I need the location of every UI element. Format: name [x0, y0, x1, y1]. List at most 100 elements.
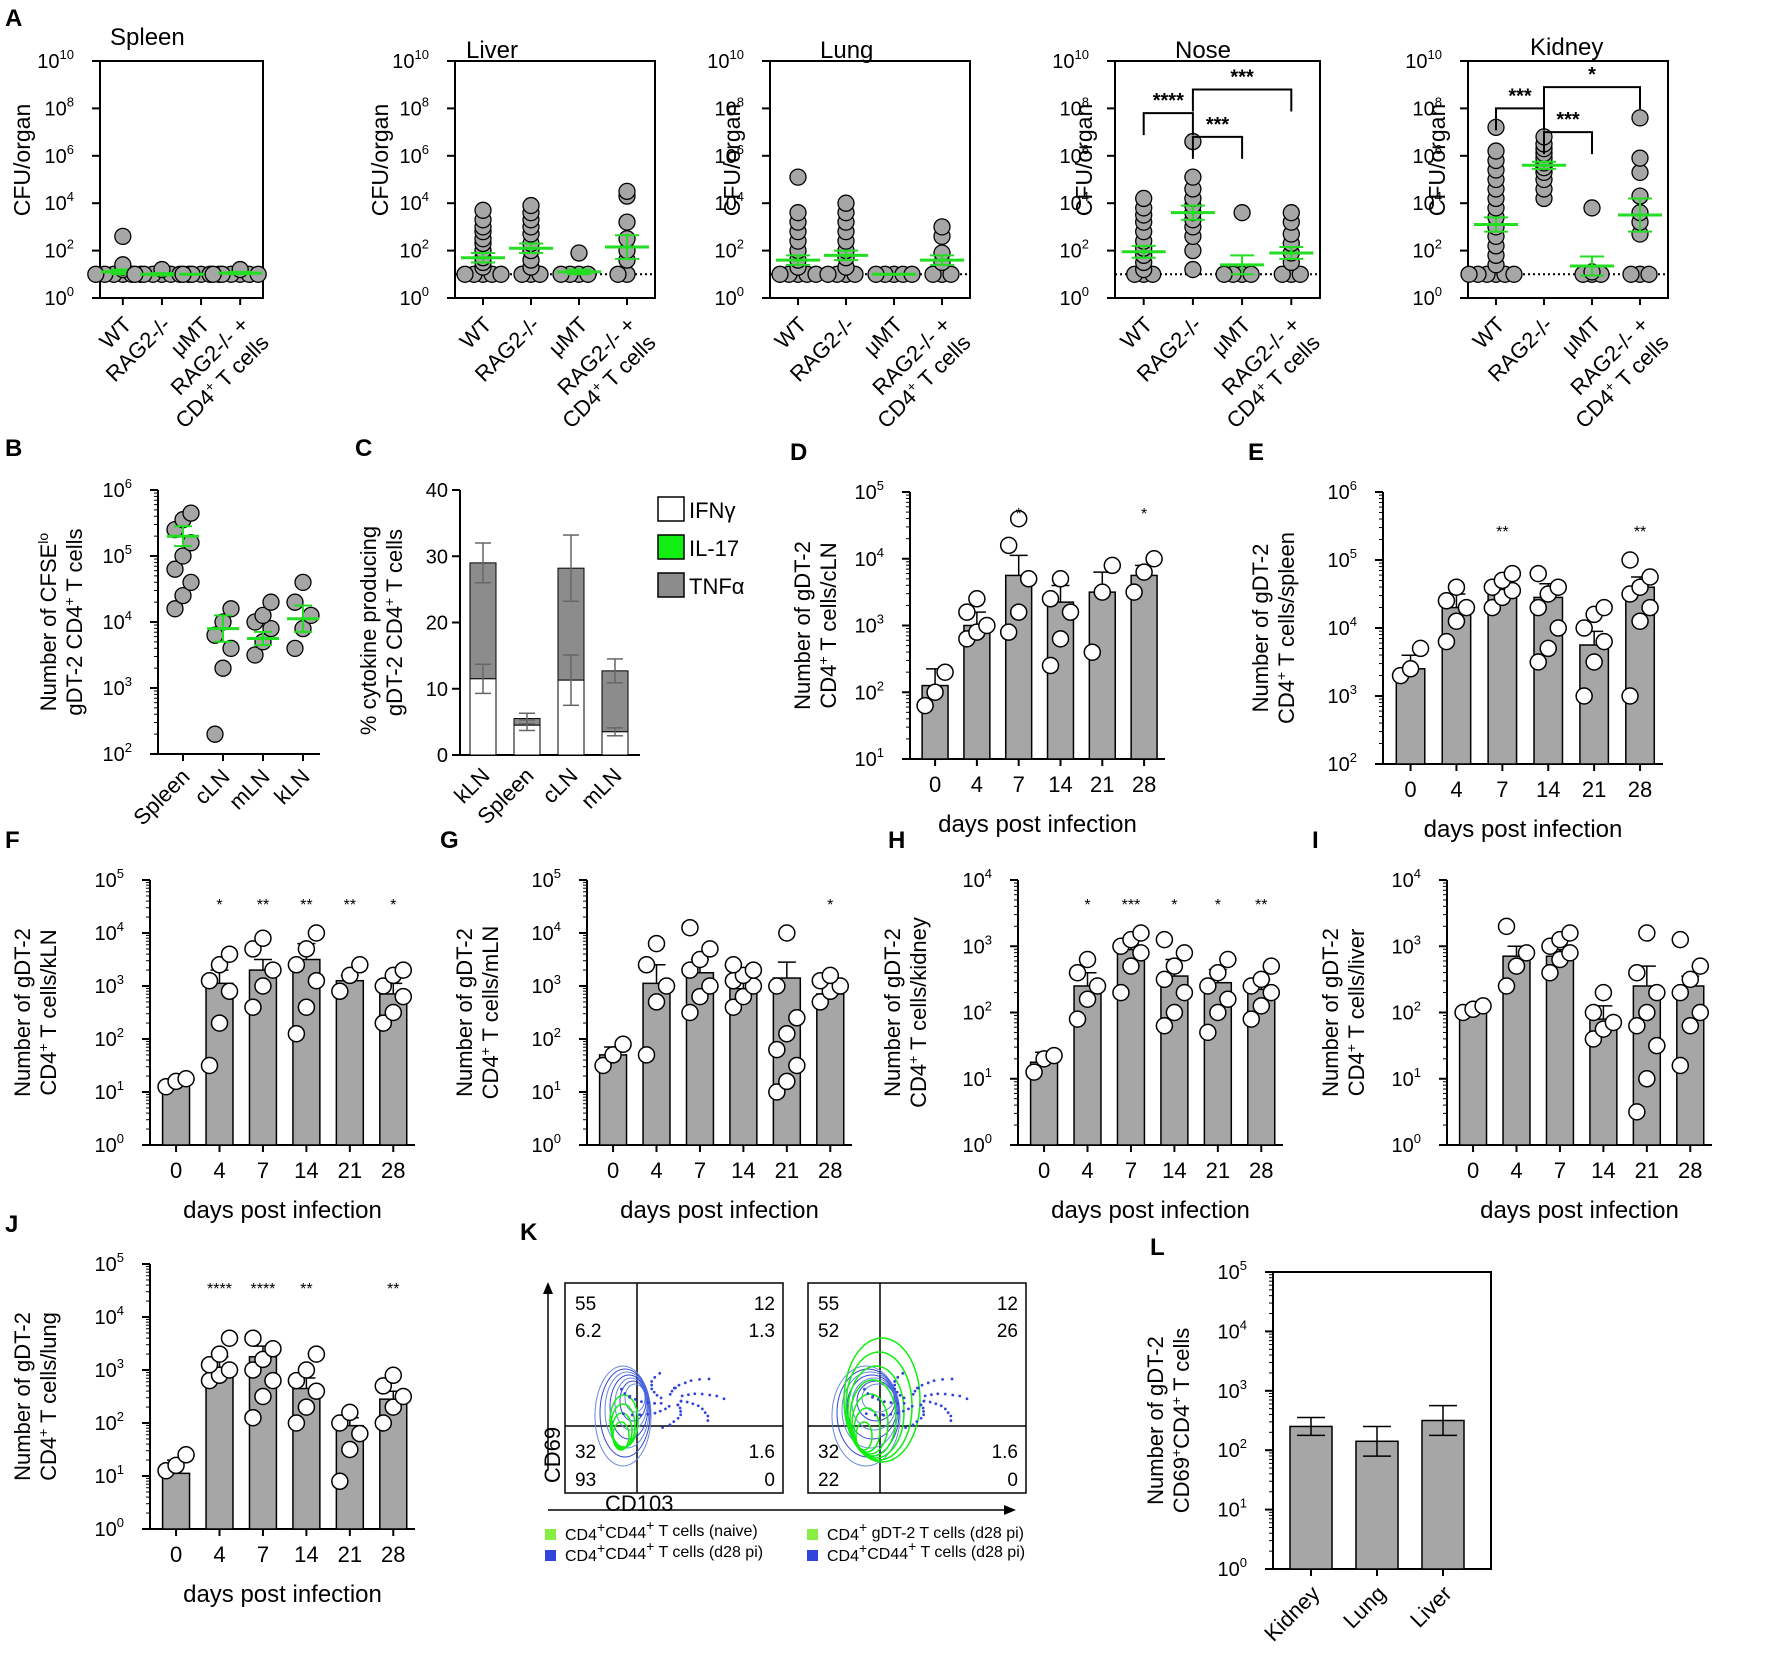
data-point	[1209, 1003, 1227, 1022]
event-dot	[893, 1387, 897, 1391]
data-point	[637, 1046, 656, 1064]
panel-g: 100 101 102 103 104 105 G Number of gDT-2 CD4+ T…	[440, 827, 852, 1224]
quadrant-value: 12	[997, 1294, 1018, 1315]
data-point	[384, 1398, 403, 1416]
data-point	[297, 1398, 316, 1416]
significance-stars: ****	[207, 1281, 232, 1298]
significance-stars: ****	[1153, 90, 1184, 112]
data-point	[1093, 583, 1112, 601]
event-dot	[672, 1420, 676, 1424]
event-dot	[685, 1400, 689, 1404]
y-tick-label: 102	[45, 237, 74, 263]
x-tick-label: 14	[294, 1158, 318, 1183]
event-dot	[951, 1393, 955, 1397]
y-tick-label: 106	[715, 142, 744, 168]
event-dot	[659, 1396, 663, 1400]
data-point	[307, 1382, 326, 1400]
data-point	[394, 961, 413, 979]
data-point	[789, 168, 807, 186]
data-point	[1621, 551, 1639, 569]
event-dot	[911, 1392, 915, 1396]
x-tick-label: 0	[170, 1542, 182, 1567]
legend-label: IL-17	[689, 536, 739, 561]
event-dot	[708, 1393, 712, 1397]
event-dot	[950, 1377, 954, 1381]
data-point	[1132, 944, 1150, 962]
data-point	[637, 956, 656, 974]
data-point	[1604, 1013, 1623, 1032]
event-dot	[689, 1379, 693, 1383]
legend-swatch	[807, 1550, 818, 1561]
quadrant-value: 32	[818, 1442, 839, 1463]
y-axis-label: CD4+ T cells/lung	[35, 1312, 61, 1481]
data-point	[220, 1361, 239, 1379]
data-point	[999, 623, 1018, 641]
legend-swatch	[545, 1550, 556, 1561]
event-dot	[650, 1387, 654, 1391]
event-dot	[661, 1426, 665, 1429]
data-point	[244, 1408, 262, 1427]
event-dot	[650, 1380, 654, 1383]
data-point	[182, 573, 200, 592]
panel-j: 100 101 102 103 104 105 J Number of gDT-2 CD4+ T…	[5, 1211, 415, 1608]
x-tick-label: kLN	[269, 764, 314, 809]
data-point	[1219, 950, 1237, 969]
bar	[205, 1366, 234, 1530]
data-point	[1165, 957, 1184, 975]
y-tick-label: 100	[963, 1131, 992, 1157]
event-dot	[866, 1392, 870, 1395]
y-tick-label: 104	[963, 866, 992, 892]
significance-bracket	[1142, 112, 1194, 136]
y-axis-label: Number of gDT-2	[1143, 1336, 1168, 1505]
data-point	[166, 560, 184, 578]
data-point	[1437, 592, 1456, 610]
y-tick-label: 20	[426, 613, 448, 635]
flow-plot-frame	[564, 1282, 784, 1494]
significance-stars: *	[1141, 506, 1147, 523]
data-point	[1517, 944, 1536, 962]
data-point	[1135, 189, 1153, 208]
x-tick-label: 28	[1132, 772, 1156, 797]
x-tick-label: 21	[1635, 1158, 1659, 1183]
event-dot	[650, 1383, 654, 1387]
data-point	[1575, 687, 1593, 705]
panel-i: 100 101 102 103 104 I Number of gDT-2 CD4+ T ce…	[1312, 827, 1712, 1224]
data-point	[1078, 990, 1097, 1008]
event-dot	[706, 1419, 710, 1422]
data-point	[1640, 265, 1658, 283]
legend-label: CD4+CD44+ T cells (naive)	[565, 1517, 758, 1544]
panel-letter-a: A	[5, 5, 22, 32]
x-axis-label: days post infection	[938, 811, 1137, 838]
y-tick-label: 103	[95, 972, 124, 998]
contour-blue	[614, 1377, 648, 1431]
event-dot	[703, 1411, 707, 1415]
data-point	[244, 940, 262, 958]
data-point	[1083, 643, 1102, 661]
data-point	[1641, 598, 1659, 617]
significance-stars: ***	[1508, 85, 1532, 107]
data-point	[933, 218, 951, 236]
data-point	[1155, 1017, 1174, 1035]
event-dot	[668, 1423, 672, 1427]
data-point	[1019, 570, 1038, 588]
quadrant-value: 12	[754, 1294, 775, 1315]
significance-stars: **	[300, 1281, 312, 1298]
contour-green	[851, 1393, 889, 1455]
y-tick-label: 103	[1218, 1377, 1247, 1403]
quadrant-value: 26	[997, 1321, 1018, 1342]
x-tick-label: 7	[694, 1158, 706, 1183]
x-axis-label: days post infection	[1051, 1197, 1250, 1224]
data-point	[384, 1003, 403, 1022]
event-dot	[693, 1392, 697, 1396]
data-point	[778, 1024, 796, 1043]
significance-stars: *	[1016, 506, 1022, 523]
x-tick-label: 14	[731, 1158, 755, 1183]
data-point	[177, 1446, 195, 1464]
panel-title: Nose	[1175, 37, 1231, 64]
data-point	[522, 196, 540, 215]
data-point	[1068, 1010, 1087, 1028]
data-point	[1507, 957, 1526, 975]
data-point	[788, 1056, 806, 1075]
significance-bracket	[1543, 131, 1593, 155]
